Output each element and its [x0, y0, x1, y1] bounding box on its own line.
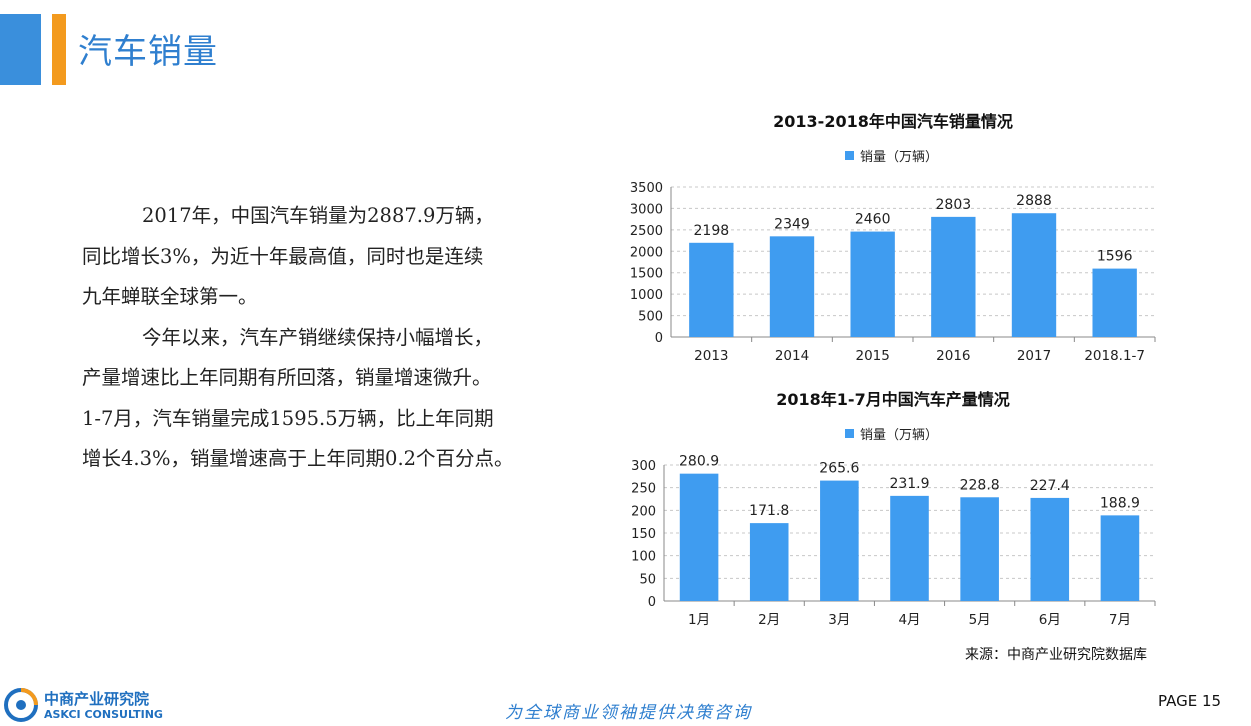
chart2-y-tick-label: 250	[631, 482, 656, 497]
chart2-y-tick-label: 0	[648, 595, 656, 610]
text-line: 九年蝉联全球第一。	[82, 285, 258, 308]
chart2-data-label: 171.8	[749, 503, 789, 519]
chart1-data-label: 2460	[855, 212, 891, 228]
logo-cn-text: 中商产业研究院	[44, 690, 150, 708]
text-line: 2017年，中国汽车销量为2887.9万辆，	[142, 204, 494, 227]
text-line: 增长4.3%，销量增速高于上年同期0.2个百分点。	[82, 447, 514, 470]
chart2-data-label: 265.6	[819, 461, 859, 477]
chart1-bar	[931, 216, 976, 337]
chart1-bar	[1011, 213, 1057, 337]
page-number: PAGE 15	[1158, 692, 1222, 710]
chart1-data-label: 1596	[1097, 249, 1133, 265]
chart1-y-tick-label: 1000	[630, 288, 663, 303]
paragraph-2-cont: 产量增速比上年同期有所回落，销量增速微升。 1-7月，汽车销量完成1595.5万…	[82, 358, 592, 480]
chart1-data-label: 2198	[694, 223, 730, 239]
chart2-x-tick-label: 5月	[969, 612, 991, 628]
company-logo: 中商产业研究院 ASKCI CONSULTING	[4, 688, 174, 724]
chart2-bar	[820, 480, 859, 601]
chart2-data-label: 231.9	[889, 476, 929, 492]
chart2-x-tick-label: 1月	[688, 612, 710, 628]
paragraph-1-cont: 同比增长3%，为近十年最高值，同时也是连续 九年蝉联全球第一。	[82, 237, 592, 318]
chart2-bar	[890, 495, 929, 601]
chart2-x-tick-label: 6月	[1039, 612, 1061, 628]
footer-slogan: 为全球商业领袖提供决策咨询	[505, 703, 752, 723]
chart1-y-tick-label: 2500	[630, 224, 663, 239]
chart1-title: 2013-2018年中国汽车销量情况	[773, 112, 1013, 131]
text-line: 1-7月，汽车销量完成1595.5万辆，比上年同期	[82, 406, 494, 430]
chart1-x-tick-label: 2013	[694, 348, 728, 364]
body-text: 2017年，中国汽车销量为2887.9万辆， 同比增长3%，为近十年最高值，同时…	[82, 196, 592, 480]
chart2-data-label: 280.9	[679, 454, 719, 470]
header-accent-orange	[52, 14, 66, 85]
chart1-y-tick-label: 2000	[630, 245, 663, 260]
logo-en-text: ASKCI CONSULTING	[44, 708, 163, 721]
chart2-x-tick-label: 3月	[828, 612, 850, 628]
chart1-y-tick-label: 500	[638, 310, 663, 325]
chart2-data-label: 188.9	[1100, 495, 1140, 511]
header-accent-blue	[0, 14, 41, 85]
chart1-bar	[1092, 268, 1137, 337]
chart1-y-tick-label: 3500	[630, 181, 663, 196]
chart2-x-tick-label: 7月	[1109, 612, 1131, 628]
chart1-legend-label: 销量（万辆）	[860, 150, 939, 165]
chart1-data-label: 2349	[774, 216, 810, 232]
legend-swatch	[845, 151, 854, 160]
text-line: 产量增速比上年同期有所回落，销量增速微升。	[82, 366, 492, 389]
chart1-x-tick-label: 2016	[936, 348, 970, 364]
chart2-data-label: 227.4	[1030, 478, 1070, 494]
chart1-x-tick-label: 2015	[855, 348, 889, 364]
chart2-legend: 销量（万辆）	[845, 424, 938, 443]
chart2-y-tick-label: 50	[639, 572, 656, 587]
chart2-x-tick-label: 2月	[758, 612, 780, 628]
paragraph-2: 今年以来，汽车产销继续保持小幅增长，	[82, 318, 592, 359]
paragraph-1: 2017年，中国汽车销量为2887.9万辆，	[82, 196, 592, 237]
chart1-data-label: 2888	[1016, 193, 1052, 209]
chart2-legend-label: 销量（万辆）	[860, 428, 939, 443]
text-line: 同比增长3%，为近十年最高值，同时也是连续	[82, 244, 484, 268]
chart2-bar	[749, 523, 789, 601]
chart1-bar	[769, 236, 815, 337]
chart2-y-tick-label: 300	[631, 459, 656, 474]
legend-swatch	[845, 429, 854, 438]
chart2-y-tick-label: 150	[631, 527, 656, 542]
chart1-x-tick-label: 2017	[1017, 348, 1051, 364]
chart2-y-tick-label: 100	[631, 550, 656, 565]
chart2-data-label: 228.8	[960, 477, 1000, 493]
chart1-bar	[850, 231, 895, 337]
chart2-y-tick-label: 200	[631, 504, 656, 519]
chart2-bar	[960, 497, 999, 601]
chart2-bar	[1030, 497, 1070, 601]
text-line: 今年以来，汽车产销继续保持小幅增长，	[142, 325, 494, 349]
chart1-y-tick-label: 1500	[630, 267, 663, 282]
chart2-bar	[1100, 515, 1140, 601]
logo-icon	[4, 688, 38, 722]
chart1-y-tick-label: 0	[655, 331, 663, 346]
chart2-bar	[679, 473, 719, 601]
chart1-y-tick-label: 3000	[630, 202, 663, 217]
chart1-data-label: 2803	[936, 197, 972, 213]
chart1-bar	[689, 242, 734, 337]
chart1-legend: 销量（万辆）	[845, 146, 938, 165]
chart2-title: 2018年1-7月中国汽车产量情况	[776, 390, 1010, 409]
source-note: 来源：中商产业研究院数据库	[965, 647, 1147, 663]
chart2-x-tick-label: 4月	[898, 612, 920, 628]
page-title: 汽车销量	[78, 32, 218, 72]
chart1-x-tick-label: 2018.1-7	[1084, 348, 1145, 364]
chart1-x-tick-label: 2014	[775, 348, 809, 364]
